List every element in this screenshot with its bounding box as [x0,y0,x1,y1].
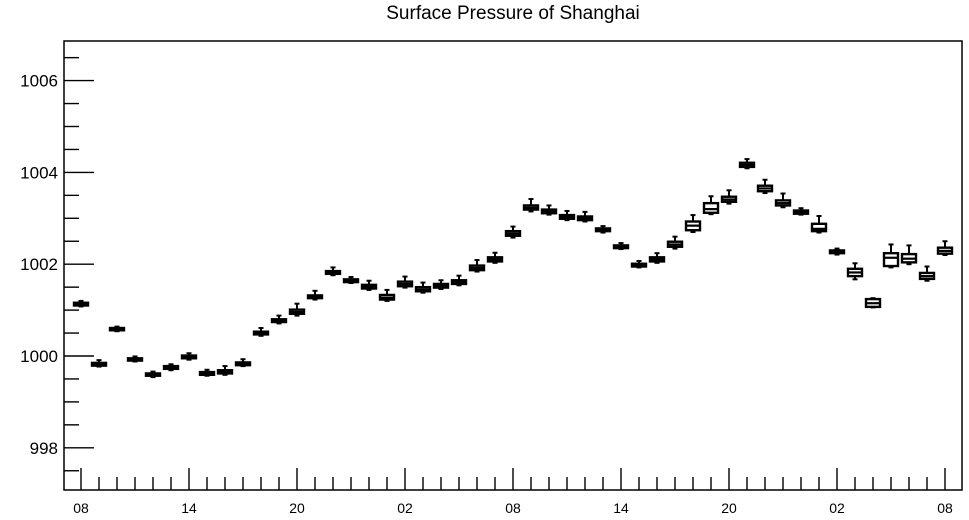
x-tick-label: 20 [289,500,305,516]
box-plot-item [864,297,882,309]
box-plot-item [756,178,774,195]
box-plot-item [180,352,198,361]
box-iqr [810,222,828,233]
box-plot-item [396,275,414,289]
box-plot-item [378,288,396,302]
box-plot-item [108,325,126,333]
box-plot-item [72,299,90,308]
box-plot-item [468,259,486,273]
box-plot-item [234,358,252,368]
box-plot-item [774,192,792,209]
x-tick-label: 02 [829,500,845,516]
y-tick-label: 1004 [20,163,58,182]
box-plot-item [252,327,270,337]
y-tick-label: 1000 [20,347,58,366]
box-plot-item [342,276,360,285]
box-plot-item [324,266,342,277]
plot-frame [63,40,963,491]
box-plot-item [216,365,234,376]
box-plot-item [126,355,144,363]
x-tick-label: 08 [505,500,521,516]
box-plot-item [900,244,918,266]
y-tick-label: 998 [30,439,58,458]
box-plot-item [702,195,720,216]
box-plot-item [504,225,522,239]
box-plot-item [648,252,666,264]
y-tick-label: 1006 [20,72,58,91]
x-tick-label: 08 [937,500,953,516]
y-tick-label: 1002 [20,255,58,274]
box-plot-item [360,279,378,291]
box-plot-item [594,225,612,234]
box-plot-item [414,281,432,294]
x-tick-label: 14 [181,500,197,516]
box-plot-item [144,370,162,379]
box-plot-item [828,247,846,256]
box-plot-item [450,274,468,287]
box-plot-item [810,215,828,234]
box-plot-item [720,189,738,205]
x-tick-label: 20 [721,500,737,516]
box-plot-item [576,210,594,223]
box-plot-item [918,265,936,282]
x-tick-label: 14 [613,500,629,516]
box-iqr [702,201,720,214]
box-plot-item [90,359,108,368]
box-plot-item [486,251,504,264]
box-plot-item [540,204,558,216]
box-plot-item [846,262,864,281]
x-tick-label: 02 [397,500,413,516]
box-plot-item [882,243,900,269]
box-plot-item [198,368,216,377]
box-iqr [882,251,900,268]
chart-title: Surface Pressure of Shanghai [386,3,640,24]
x-tick-label: 08 [73,500,89,516]
box-plot-item [684,214,702,234]
box-plot-item [666,235,684,250]
box-plot-item [792,207,810,216]
box-plot-item [738,158,756,170]
box-plot-item [288,302,306,317]
box-plot-item [432,279,450,290]
box-plot-item [558,209,576,222]
box-plot-item [162,363,180,372]
box-plot-item [270,314,288,325]
box-plot-item [522,198,540,213]
box-plot-item [612,242,630,251]
box-plot-item [630,259,648,269]
box-plot-item [306,289,324,301]
box-plot-item [936,240,954,257]
